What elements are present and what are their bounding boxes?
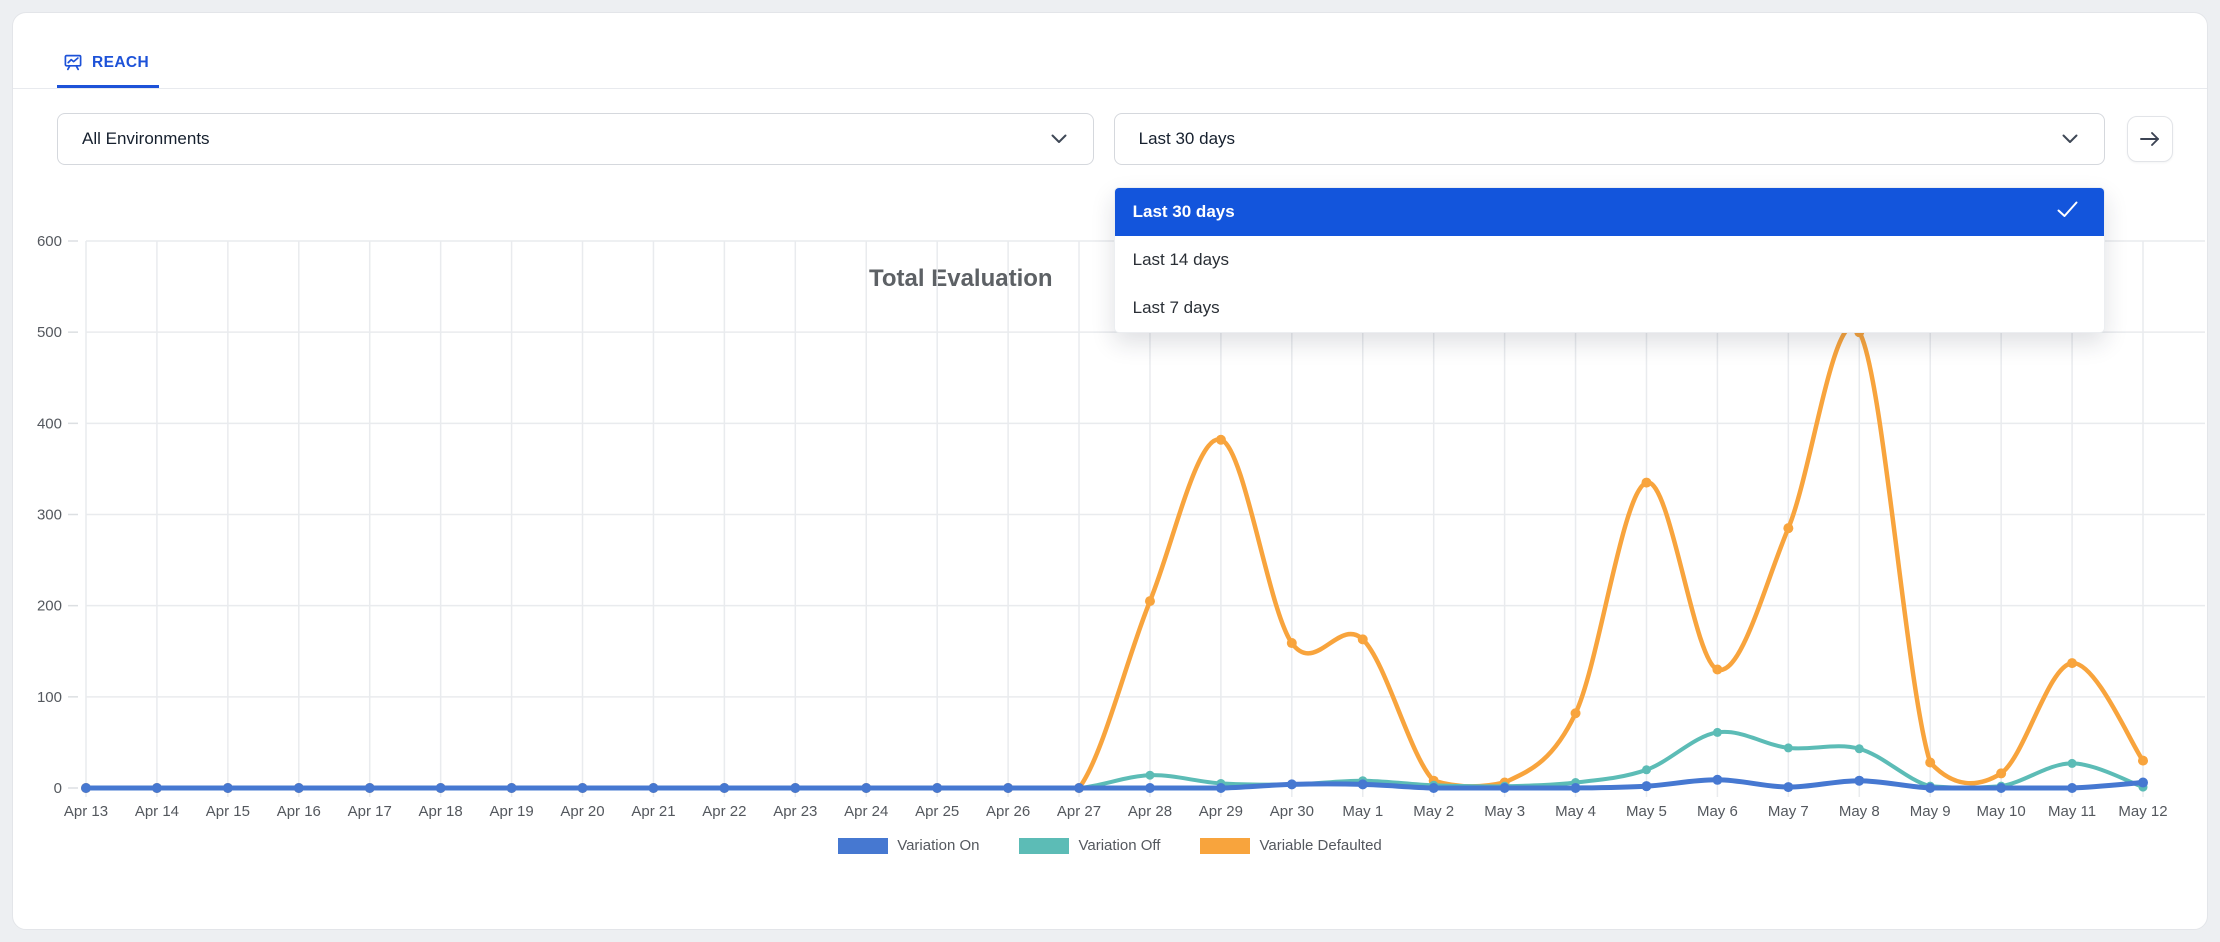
svg-text:0: 0	[54, 780, 62, 797]
menu-item-last-7-days[interactable]: Last 7 days	[1115, 284, 2104, 332]
svg-text:Apr 28: Apr 28	[1128, 803, 1172, 820]
date-range-select[interactable]: Last 30 days	[1113, 113, 2105, 165]
legend-swatch	[838, 837, 889, 854]
menu-item-label: Last 7 days	[1132, 298, 1220, 317]
menu-item-last-14-days[interactable]: Last 14 days	[1115, 236, 2104, 284]
svg-text:Apr 15: Apr 15	[206, 803, 250, 820]
tab-bar: REACH	[13, 13, 2207, 89]
svg-text:May 1: May 1	[1342, 803, 1383, 820]
svg-text:May 3: May 3	[1484, 803, 1525, 820]
chart-legend: Variation On Variation Off Variable Defa…	[13, 837, 2207, 854]
environment-select-value: All Environments	[82, 129, 210, 148]
svg-text:500: 500	[37, 324, 62, 341]
svg-text:100: 100	[37, 689, 62, 706]
svg-text:Apr 13: Apr 13	[64, 803, 108, 820]
svg-text:Apr 30: Apr 30	[1270, 803, 1314, 820]
svg-text:May 5: May 5	[1626, 803, 1667, 820]
legend-label: Variable Defaulted	[1259, 837, 1382, 854]
legend-item-variation-on[interactable]: Variation On	[838, 837, 979, 854]
tab-reach-label: REACH	[92, 53, 150, 71]
svg-text:Apr 27: Apr 27	[1057, 803, 1101, 820]
svg-text:May 8: May 8	[1839, 803, 1880, 820]
chart-title: Total Evaluation	[869, 265, 1053, 292]
svg-text:Apr 26: Apr 26	[986, 803, 1030, 820]
svg-text:Apr 25: Apr 25	[915, 803, 959, 820]
svg-text:Apr 21: Apr 21	[631, 803, 675, 820]
svg-text:May 2: May 2	[1413, 803, 1454, 820]
svg-text:Apr 24: Apr 24	[844, 803, 888, 820]
svg-text:May 7: May 7	[1768, 803, 1809, 820]
svg-text:Apr 19: Apr 19	[489, 803, 533, 820]
controls-row: All Environments Last 30 days Last 30	[13, 113, 2207, 333]
svg-text:May 12: May 12	[2118, 803, 2167, 820]
check-icon	[2057, 201, 2078, 223]
svg-text:May 9: May 9	[1910, 803, 1951, 820]
legend-label: Variation Off	[1078, 837, 1161, 854]
svg-text:May 11: May 11	[2048, 803, 2096, 820]
menu-item-label: Last 14 days	[1132, 250, 1230, 269]
menu-item-last-30-days[interactable]: Last 30 days	[1114, 188, 2104, 236]
svg-text:Apr 14: Apr 14	[135, 803, 179, 820]
environment-select[interactable]: All Environments	[57, 113, 1094, 165]
legend-item-variable-defaulted[interactable]: Variable Defaulted	[1200, 837, 1382, 854]
presentation-chart-icon	[63, 53, 83, 72]
svg-text:Apr 22: Apr 22	[702, 803, 746, 820]
arrow-right-icon	[2139, 131, 2161, 147]
svg-text:May 4: May 4	[1555, 803, 1596, 820]
chevron-down-icon	[1051, 129, 1067, 149]
svg-text:Apr 23: Apr 23	[773, 803, 817, 820]
svg-text:300: 300	[37, 507, 62, 524]
date-range-dropdown-menu: Last 30 days Last 14 days Last 7 days	[1113, 187, 2105, 333]
chevron-down-icon	[2062, 129, 2078, 149]
legend-swatch	[1019, 837, 1070, 854]
apply-filters-button[interactable]	[2127, 116, 2173, 162]
svg-text:May 10: May 10	[1977, 803, 2026, 820]
menu-item-label: Last 30 days	[1132, 202, 1235, 221]
date-range-select-value: Last 30 days	[1138, 129, 1236, 148]
legend-item-variation-off[interactable]: Variation Off	[1019, 837, 1160, 854]
reach-panel: REACH All Environments Last 30 days	[12, 12, 2208, 930]
svg-text:Apr 16: Apr 16	[277, 803, 321, 820]
svg-text:Apr 20: Apr 20	[560, 803, 604, 820]
chart-section: Total Evaluation 0 100 200 300 400 500 600 Apr …	[13, 231, 2207, 854]
date-range-wrap: Last 30 days Last 30 days	[1113, 113, 2105, 333]
tab-reach[interactable]: REACH	[57, 53, 160, 88]
evaluations-line-chart: 0 100 200 300 400 500 600 Apr 13 Apr 14 Apr 15 Apr…	[37, 233, 2205, 820]
svg-text:200: 200	[37, 598, 62, 615]
svg-text:Apr 18: Apr 18	[419, 803, 463, 820]
svg-text:400: 400	[37, 415, 62, 432]
legend-swatch	[1200, 837, 1251, 854]
svg-text:600: 600	[37, 233, 62, 250]
legend-label: Variation On	[897, 837, 980, 854]
svg-text:Apr 17: Apr 17	[348, 803, 392, 820]
svg-text:Apr 29: Apr 29	[1199, 803, 1243, 820]
svg-text:May 6: May 6	[1697, 803, 1738, 820]
